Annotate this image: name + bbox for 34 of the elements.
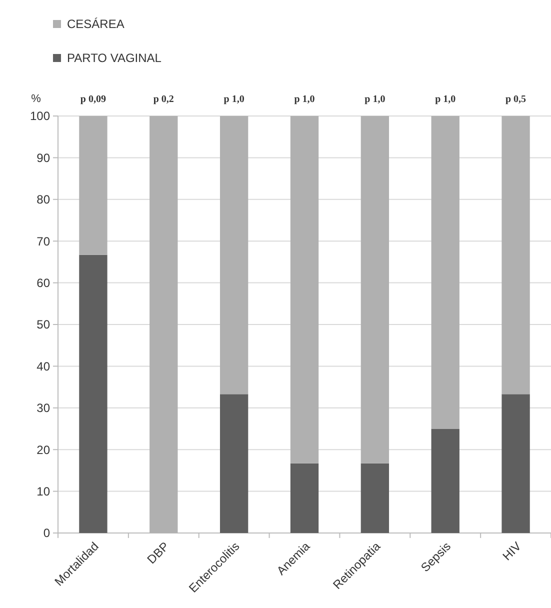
legend-label: CESÁREA	[67, 17, 124, 31]
y-tick-label: 50	[36, 318, 50, 332]
y-tick-label: 90	[36, 150, 50, 165]
y-tick-label: 0	[43, 526, 50, 540]
bar	[502, 116, 530, 394]
bar	[431, 116, 460, 429]
y-tick-label: 10	[36, 484, 50, 498]
x-tick-label: HIV	[500, 539, 524, 564]
y-axis-title: %	[31, 93, 42, 105]
annotation: p 1,0	[435, 94, 456, 105]
y-tick-label: 70	[36, 234, 50, 248]
annotation: p 1,0	[294, 94, 315, 105]
bar	[502, 394, 530, 533]
y-tick-label: 30	[36, 401, 50, 416]
y-tick-label: 60	[36, 276, 50, 290]
bar	[79, 116, 108, 255]
bar	[220, 394, 248, 533]
annotation: p 0,2	[153, 94, 174, 105]
annotation: p 1,0	[224, 94, 244, 105]
annotation: p 1,0	[364, 94, 386, 105]
bar	[360, 116, 390, 464]
annotation: p 0,5	[506, 94, 526, 105]
bar	[290, 116, 319, 464]
bar	[220, 116, 248, 394]
y-tick-label: 100	[30, 109, 50, 124]
y-tick-label: 80	[36, 192, 50, 207]
bar	[431, 428, 460, 533]
legend-label: PARTO VAGINAL	[67, 51, 162, 65]
bar	[79, 254, 108, 533]
annotation: p 0,09	[80, 94, 106, 105]
y-tick-label: 40	[36, 359, 50, 374]
y-tick-label: 20	[36, 442, 50, 457]
bar	[290, 463, 319, 533]
bar	[360, 463, 390, 533]
